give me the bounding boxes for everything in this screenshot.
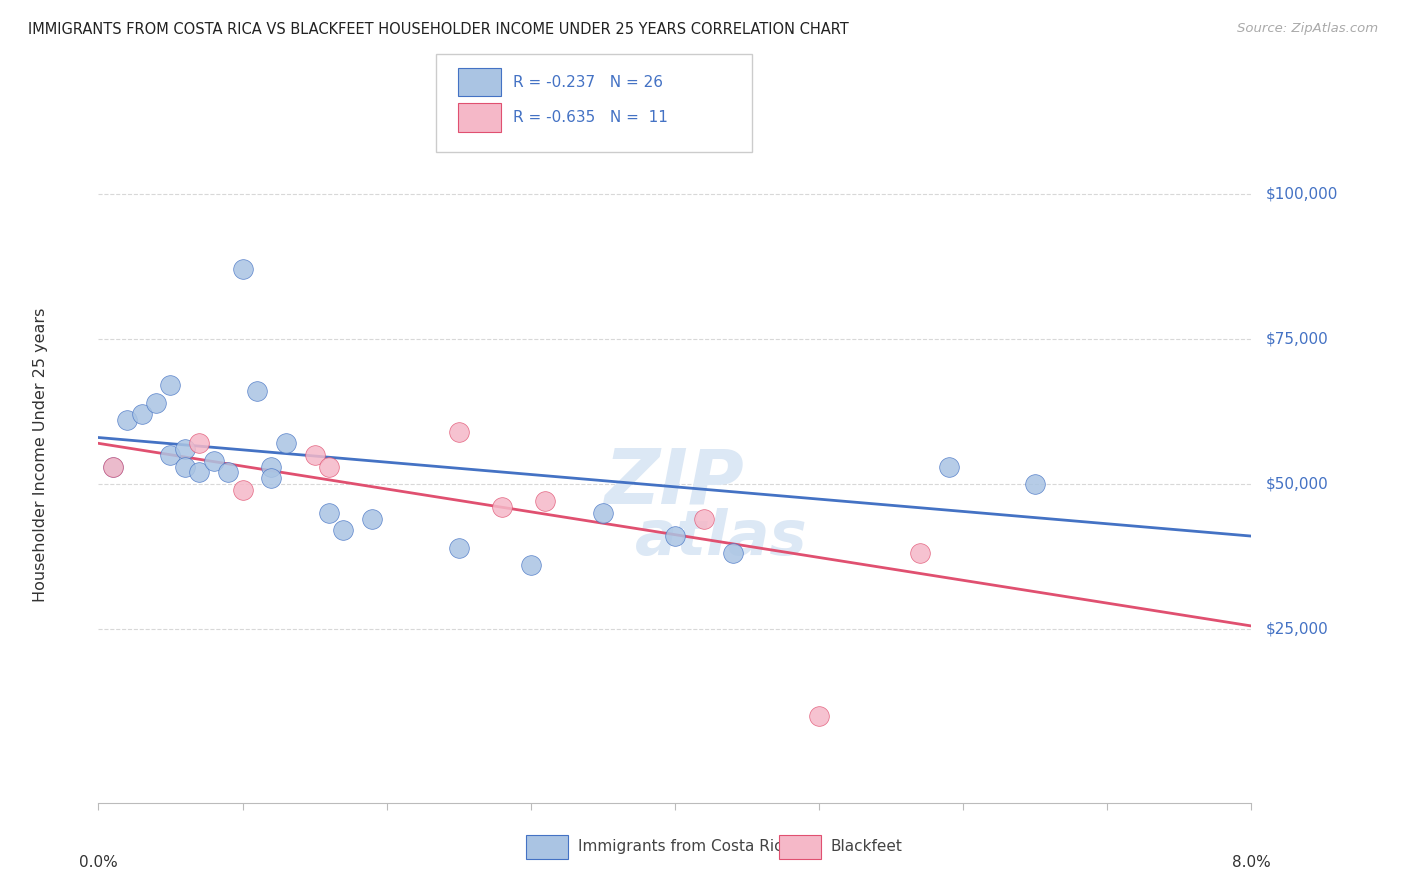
Point — [693, 511, 716, 525]
Point — [188, 466, 211, 480]
Text: IMMIGRANTS FROM COSTA RICA VS BLACKFEET HOUSEHOLDER INCOME UNDER 25 YEARS CORREL: IMMIGRANTS FROM COSTA RICA VS BLACKFEET … — [28, 22, 849, 37]
Text: Blackfeet: Blackfeet — [831, 839, 903, 855]
Point — [447, 541, 470, 555]
Point — [145, 396, 167, 410]
Point — [260, 471, 283, 485]
Point — [1024, 476, 1046, 491]
Text: Source: ZipAtlas.com: Source: ZipAtlas.com — [1237, 22, 1378, 36]
Point — [807, 708, 830, 723]
Point — [274, 436, 297, 450]
Point — [318, 459, 340, 474]
Point — [304, 448, 326, 462]
Point — [664, 529, 686, 543]
Point — [721, 546, 744, 561]
Text: Immigrants from Costa Rica: Immigrants from Costa Rica — [578, 839, 792, 855]
Text: $25,000: $25,000 — [1265, 622, 1329, 636]
Point — [188, 436, 211, 450]
Text: R = -0.237   N = 26: R = -0.237 N = 26 — [513, 75, 664, 89]
Point — [447, 425, 470, 439]
Point — [592, 506, 614, 520]
Point — [246, 384, 269, 398]
Text: 0.0%: 0.0% — [79, 855, 118, 870]
Point — [534, 494, 557, 508]
Point — [159, 378, 181, 392]
Point — [318, 506, 340, 520]
Text: $75,000: $75,000 — [1265, 332, 1329, 346]
Point — [159, 448, 181, 462]
Text: R = -0.635   N =  11: R = -0.635 N = 11 — [513, 111, 668, 125]
Point — [174, 459, 197, 474]
Point — [491, 500, 513, 514]
Point — [231, 483, 254, 497]
Point — [217, 466, 239, 480]
Point — [174, 442, 197, 457]
Point — [231, 262, 254, 277]
Point — [908, 546, 931, 561]
Text: 8.0%: 8.0% — [1232, 855, 1271, 870]
Point — [101, 459, 124, 474]
Text: Householder Income Under 25 years: Householder Income Under 25 years — [34, 308, 48, 602]
Point — [101, 459, 124, 474]
Point — [117, 413, 138, 427]
Point — [202, 453, 225, 467]
Point — [260, 459, 283, 474]
Point — [519, 558, 541, 573]
Text: $50,000: $50,000 — [1265, 476, 1329, 491]
Point — [332, 523, 354, 537]
Point — [131, 407, 153, 422]
Text: ZIP: ZIP — [605, 446, 745, 520]
Text: atlas: atlas — [634, 508, 807, 568]
Point — [938, 459, 960, 474]
Text: $100,000: $100,000 — [1265, 186, 1339, 202]
Point — [361, 511, 384, 525]
